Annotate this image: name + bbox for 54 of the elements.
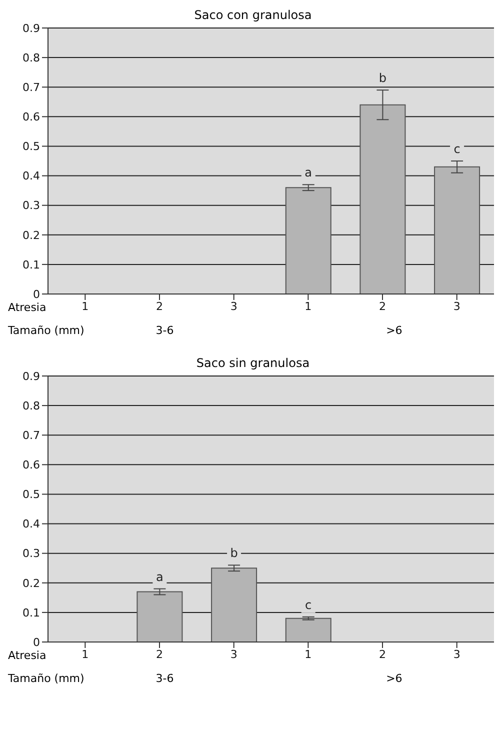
y-tick-label: 0.3 xyxy=(22,547,40,560)
bar xyxy=(285,618,332,642)
text: Tamaño (mm) xyxy=(8,672,84,685)
data-label: c xyxy=(454,142,460,156)
x-tick-label: 1 xyxy=(82,300,89,313)
data-label: a xyxy=(156,570,164,584)
y-tick-label: 0.7 xyxy=(22,81,40,94)
x-tick-label: 1 xyxy=(304,648,312,661)
text: >6 xyxy=(386,672,402,685)
bar xyxy=(285,187,332,294)
x-tick-label: 3 xyxy=(453,648,460,661)
y-tick-label: 0.3 xyxy=(22,199,40,212)
y-tick-label: 0.8 xyxy=(22,51,40,64)
x-tick-label: 3 xyxy=(230,648,238,661)
bar xyxy=(211,568,258,642)
y-tick-label: 0 xyxy=(33,288,40,301)
x-axis-title: Atresia xyxy=(8,649,46,662)
y-tick-label: 0.6 xyxy=(22,458,40,472)
y-tick-label: 0.4 xyxy=(22,170,40,183)
x-tick-label: 2 xyxy=(379,648,386,661)
y-tick-label: 0.4 xyxy=(22,518,40,531)
x-tick-label: 3 xyxy=(453,300,460,313)
y-tick-label: 0.2 xyxy=(22,228,40,242)
y-tick-label: 0.5 xyxy=(22,140,40,154)
chart-title: Saco sin granulosa xyxy=(195,356,311,370)
text: 3-6 xyxy=(156,324,174,337)
data-label: b xyxy=(378,71,387,86)
x-tick-label: 1 xyxy=(82,648,89,661)
text: Tamaño (mm) xyxy=(8,324,84,337)
x-tick-label: 2 xyxy=(156,300,163,313)
x-tick-label: 1 xyxy=(304,300,312,313)
bar xyxy=(136,591,183,642)
bar xyxy=(360,104,406,294)
bar xyxy=(434,166,480,294)
y-tick-label: 0.5 xyxy=(22,488,40,502)
data-label: a xyxy=(304,166,312,180)
y-tick-label: 0.9 xyxy=(22,22,40,35)
data-label: c xyxy=(305,598,312,612)
x-tick-label: 2 xyxy=(379,300,386,313)
y-tick-label: 0.7 xyxy=(22,429,40,442)
data-label: b xyxy=(230,546,238,560)
text: 3-6 xyxy=(156,672,174,685)
x-tick-label: 2 xyxy=(156,648,163,661)
x-tick-label: 3 xyxy=(230,300,238,313)
y-tick-label: 0 xyxy=(33,636,40,649)
y-tick-label: 0.8 xyxy=(22,399,40,412)
y-tick-label: 0.1 xyxy=(22,606,40,620)
y-tick-label: 0.2 xyxy=(22,576,40,590)
y-tick-label: 0.1 xyxy=(22,258,40,272)
chart-title: Saco con granulosa xyxy=(193,8,313,22)
y-tick-label: 0.9 xyxy=(22,370,40,383)
text: >6 xyxy=(386,324,402,337)
y-tick-label: 0.6 xyxy=(22,110,40,124)
x-axis-title: Atresia xyxy=(8,301,46,314)
